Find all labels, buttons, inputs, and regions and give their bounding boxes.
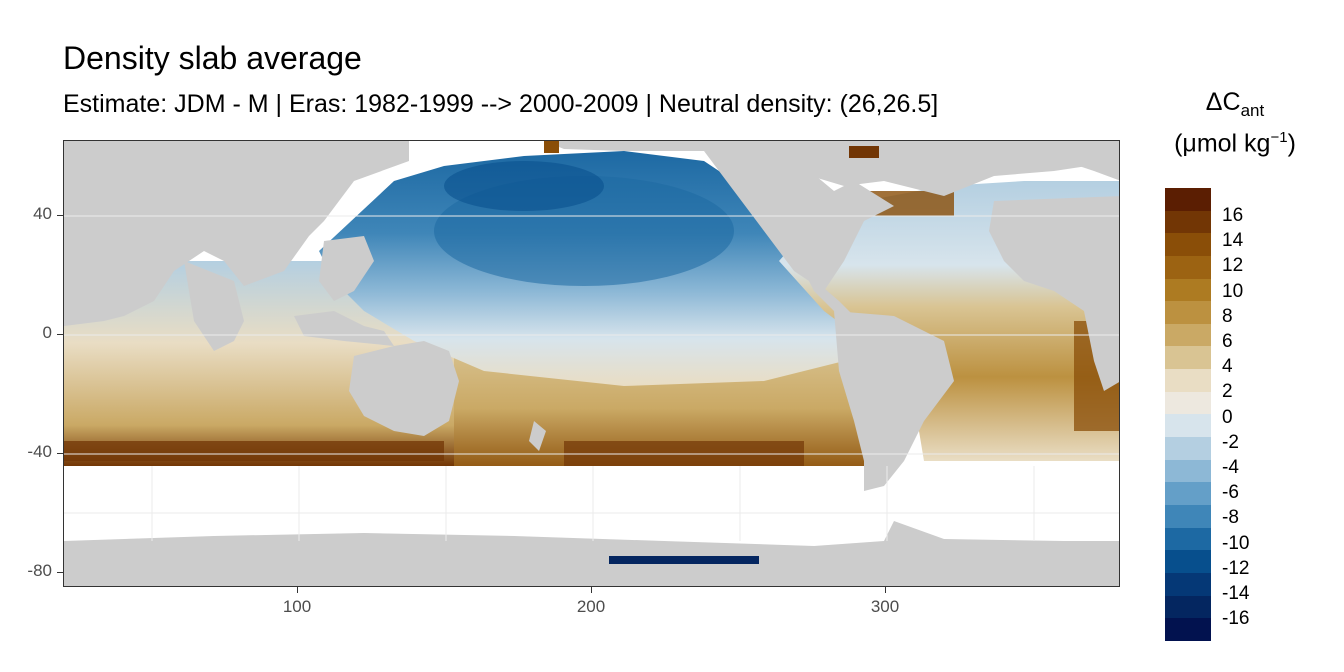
okhotsk-high bbox=[544, 141, 559, 153]
ross-sea-low bbox=[609, 556, 759, 564]
legend-tick-label: 0 bbox=[1222, 406, 1233, 428]
legend-tick-label: 12 bbox=[1222, 255, 1244, 277]
y-tick-mark bbox=[57, 334, 63, 335]
legend-title-quantity: ΔCant bbox=[1205, 88, 1265, 120]
x-tick-label-200: 200 bbox=[576, 597, 606, 616]
legend-tick-label: -6 bbox=[1222, 482, 1239, 504]
y-tick-mark bbox=[57, 215, 63, 216]
plot-subtitle: Estimate: JDM - M | Eras: 1982-1999 --> … bbox=[63, 90, 939, 118]
legend-tick-label: -2 bbox=[1222, 431, 1239, 453]
gridlines bbox=[64, 215, 1119, 541]
map-panel bbox=[63, 140, 1120, 587]
color-scale-swatch bbox=[1165, 301, 1211, 324]
color-scale-swatch bbox=[1165, 550, 1211, 573]
y-tick-label-minus40: -40 bbox=[27, 442, 52, 461]
pacific-low-north bbox=[444, 161, 604, 211]
legend-tick-label: -8 bbox=[1222, 507, 1239, 529]
color-scale-swatch bbox=[1165, 527, 1211, 551]
color-scale-swatch bbox=[1165, 233, 1211, 256]
legend-title: ΔCant (μmol kg−1) bbox=[1150, 88, 1320, 158]
land bbox=[64, 141, 1119, 586]
legend-tick-label: 14 bbox=[1222, 230, 1244, 252]
x-tick-label-300: 300 bbox=[870, 597, 900, 616]
color-scale-swatch bbox=[1165, 210, 1211, 234]
legend-tick-label: 16 bbox=[1222, 205, 1244, 226]
map-svg bbox=[64, 141, 1119, 586]
legend-tick-label: 2 bbox=[1222, 381, 1233, 403]
legend-tick-label: -10 bbox=[1222, 532, 1250, 554]
legend-title-unit: (μmol kg−1) bbox=[1174, 129, 1296, 158]
color-scale-swatch bbox=[1165, 188, 1211, 211]
color-scale-swatch bbox=[1165, 437, 1211, 460]
y-tick-label-0: 0 bbox=[42, 323, 52, 342]
color-scale-swatch bbox=[1165, 504, 1211, 528]
color-scale-swatch bbox=[1165, 414, 1211, 438]
y-tick-mark bbox=[57, 453, 63, 454]
color-scale-swatch bbox=[1165, 482, 1211, 505]
x-tick-label-100: 100 bbox=[282, 597, 312, 616]
color-scale-swatch bbox=[1165, 278, 1211, 302]
color-scale-swatch bbox=[1165, 391, 1211, 415]
legend-tick-label: -14 bbox=[1222, 583, 1250, 604]
legend-tick-label: -16 bbox=[1222, 608, 1250, 630]
legend-tick-label: -4 bbox=[1222, 457, 1239, 478]
y-tick-mark bbox=[57, 572, 63, 573]
missing-band bbox=[64, 466, 1119, 541]
color-scale-swatch bbox=[1165, 346, 1211, 370]
legend-tick-label: 4 bbox=[1222, 356, 1233, 378]
color-scale-swatch bbox=[1165, 369, 1211, 392]
labrador-high bbox=[849, 146, 879, 158]
legend-tick-label: 8 bbox=[1222, 305, 1233, 327]
color-scale-swatch bbox=[1165, 595, 1211, 619]
color-scale-swatch bbox=[1165, 459, 1211, 483]
plot-title: Density slab average bbox=[63, 40, 362, 76]
x-tick-mark bbox=[591, 587, 592, 593]
legend-tick-label: -12 bbox=[1222, 557, 1250, 579]
legend-tick-label: 6 bbox=[1222, 331, 1233, 352]
color-scale-swatch bbox=[1165, 618, 1211, 641]
color-scale-swatch bbox=[1165, 572, 1211, 596]
x-tick-mark bbox=[885, 587, 886, 593]
color-scale-bar bbox=[1165, 188, 1211, 641]
indian-south-high bbox=[64, 441, 444, 461]
legend-tick-label: 10 bbox=[1222, 280, 1244, 302]
x-tick-mark bbox=[297, 587, 298, 593]
y-tick-label-40: 40 bbox=[33, 204, 52, 223]
y-tick-label-minus80: -80 bbox=[27, 561, 52, 580]
color-scale-swatch bbox=[1165, 323, 1211, 347]
color-scale-swatch bbox=[1165, 255, 1211, 279]
